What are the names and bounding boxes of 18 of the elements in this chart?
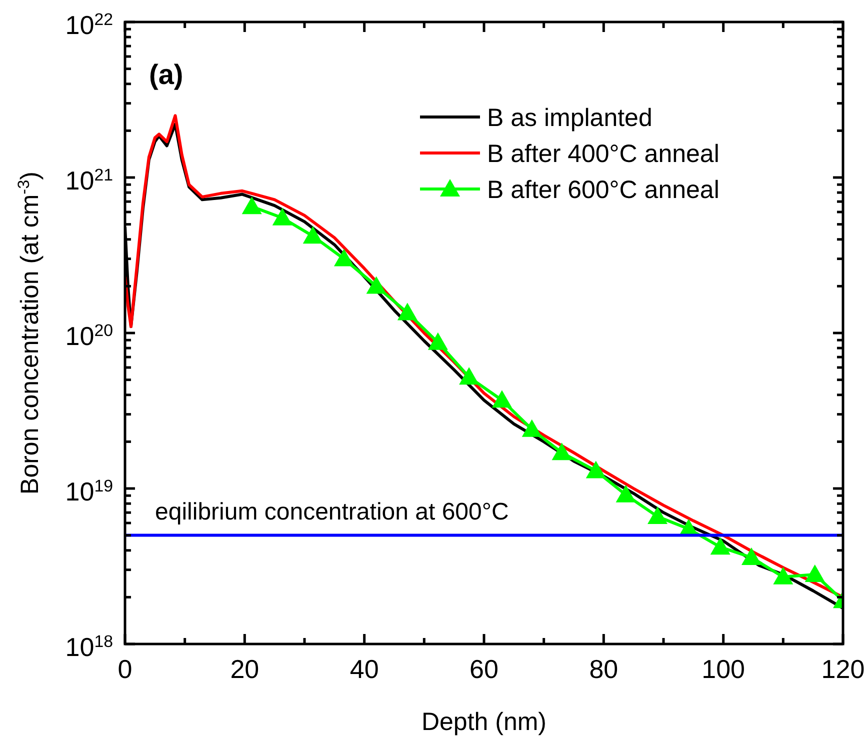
- x-tick-label: 20: [230, 654, 260, 684]
- x-tick-label: 120: [821, 654, 865, 684]
- x-axis-title: Depth (nm): [421, 708, 547, 736]
- annotation: (a): [149, 59, 184, 90]
- x-tick-label: 60: [470, 654, 498, 684]
- x-tick-label: 100: [702, 654, 746, 684]
- legend-label: B as implanted: [487, 104, 652, 132]
- ref-line-label: eqilibrium concentration at 600°C: [155, 498, 509, 526]
- y-tick-label: 10$^{22}$: [65, 10, 113, 40]
- y-tick-label: 10$^{21}$: [65, 165, 113, 196]
- x-tick-label: 0: [118, 654, 132, 684]
- y-tick-label: 10$^{20}$: [65, 320, 113, 351]
- legend-label: B after 600°C anneal: [487, 176, 720, 204]
- y-tick-label: 10$^{18}$: [65, 632, 113, 662]
- x-tick-label: 40: [350, 654, 379, 684]
- y-tick-label: 10$^{19}$: [65, 476, 113, 506]
- legend-label: B after 400°C anneal: [487, 140, 720, 168]
- x-tick-label: 80: [589, 654, 618, 684]
